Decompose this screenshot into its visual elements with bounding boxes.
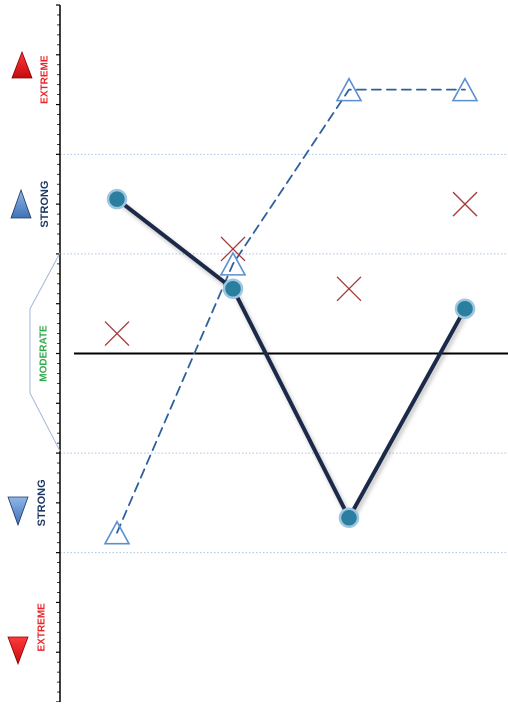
x-marker-stroke [452, 191, 478, 217]
series-2-point [219, 251, 247, 276]
series-2-point [451, 76, 479, 102]
series-1-line [115, 197, 467, 520]
series-1-point [106, 188, 128, 210]
series-2-point [335, 76, 363, 102]
x-marker-stroke [336, 276, 362, 302]
series-2-line [116, 88, 466, 534]
series-3-point [220, 236, 246, 262]
y-axis [56, 4, 61, 703]
zone-label-extreme-top: EXTREME [40, 55, 51, 104]
grid-layer [60, 153, 508, 554]
moderate-bracket [29, 252, 61, 452]
series-3-point [336, 276, 362, 302]
arrow-down-strong-icon [7, 496, 29, 527]
series-1-point [338, 507, 360, 529]
zone-annotations: EXTREME STRONG MODERATE STRONG EXTREME [7, 50, 61, 666]
zone-label-strong-bottom: STRONG [36, 479, 48, 526]
zone-label-extreme-bottom: EXTREME [37, 603, 48, 652]
zone-label-strong-top: STRONG [39, 181, 51, 228]
arrow-up-extreme-icon [11, 50, 33, 79]
zone-label-moderate: MODERATE [39, 325, 50, 382]
series-3-point [452, 191, 478, 217]
series-1-point [222, 278, 244, 300]
series-3-point [104, 321, 130, 347]
series-1-point [454, 298, 476, 319]
x-marker-stroke [104, 321, 130, 347]
arrow-down-extreme-icon [7, 636, 29, 666]
series-2-point [103, 520, 131, 545]
x-marker-stroke [220, 236, 246, 262]
series-layer [103, 76, 479, 545]
arrow-up-strong-icon [10, 188, 32, 219]
